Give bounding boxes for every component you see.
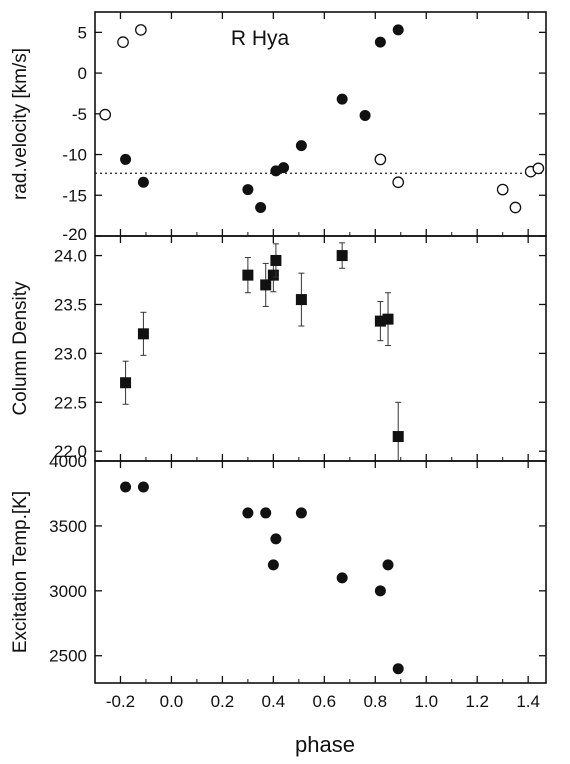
data-point-filled bbox=[295, 507, 307, 519]
excitation-temp-panel: 2500 3000 3500 4000 Excitation Temp.[K] -0.2 0… bbox=[10, 452, 547, 711]
data-point-filled bbox=[392, 663, 404, 675]
data-point-filled bbox=[242, 184, 254, 196]
x-tick-label: 1.2 bbox=[465, 692, 489, 711]
y-tick-label: 0 bbox=[78, 64, 87, 83]
y-tick-label: 4000 bbox=[49, 452, 87, 471]
data-point-filled bbox=[374, 36, 386, 48]
x-axis-label: phase bbox=[295, 732, 355, 757]
data-point-open bbox=[392, 176, 405, 189]
y-tick-label: -5 bbox=[72, 105, 87, 124]
radial-velocity-panel: 5 0 -5 -10 -15 -20 rad.velocity [km/s] R Hya bbox=[10, 11, 547, 244]
data-point-square bbox=[267, 269, 279, 281]
data-point-filled bbox=[278, 162, 290, 174]
data-point-square bbox=[295, 294, 307, 306]
data-point-square bbox=[270, 254, 282, 266]
x-tick-label: 0.4 bbox=[262, 692, 286, 711]
y-tick-label: -15 bbox=[62, 186, 87, 205]
x-tick-label: 1.4 bbox=[516, 692, 540, 711]
y-tick-label: 24.0 bbox=[54, 247, 87, 266]
data-point-filled bbox=[295, 140, 307, 152]
data-point-filled bbox=[270, 533, 282, 545]
plot-frame bbox=[94, 235, 547, 462]
data-point-square bbox=[392, 431, 404, 443]
data-point-filled bbox=[374, 585, 386, 597]
data-point-open bbox=[117, 36, 129, 48]
data-point-square bbox=[374, 315, 386, 327]
y-axis-label: Excitation Temp.[K] bbox=[10, 491, 31, 653]
data-point-square bbox=[382, 313, 394, 325]
data-point-filled bbox=[120, 153, 132, 165]
data-point-open bbox=[374, 153, 387, 166]
data-point-filled bbox=[120, 481, 132, 493]
data-point-filled bbox=[392, 24, 404, 36]
data-point-square bbox=[336, 250, 348, 262]
x-tick-label: 1.0 bbox=[414, 692, 438, 711]
data-point-filled bbox=[267, 559, 279, 571]
y-axis-label: rad.velocity [km/s] bbox=[10, 48, 31, 200]
y-tick-label: 2500 bbox=[49, 647, 87, 666]
data-point-square bbox=[120, 377, 132, 389]
data-point-open bbox=[99, 108, 112, 121]
x-tick-label: 0.0 bbox=[160, 692, 184, 711]
data-point-filled bbox=[382, 559, 394, 571]
data-point-filled bbox=[255, 201, 267, 213]
data-point-square bbox=[260, 279, 272, 291]
data-point-open bbox=[135, 24, 147, 36]
x-tick-label: 0.8 bbox=[363, 692, 387, 711]
y-tick-label: 3500 bbox=[49, 517, 87, 536]
data-point-filled bbox=[260, 507, 272, 519]
data-point-filled bbox=[336, 93, 348, 105]
data-point-open bbox=[532, 162, 545, 175]
x-tick-label: 0.2 bbox=[211, 692, 235, 711]
x-tick-label: 0.6 bbox=[313, 692, 337, 711]
data-point-square bbox=[137, 328, 149, 340]
column-density-panel: 22.0 22.5 23.0 23.5 24.0 Column Density bbox=[10, 235, 547, 462]
data-point-filled bbox=[359, 109, 371, 121]
data-point-filled bbox=[137, 481, 149, 493]
star-name-annotation: R Hya bbox=[231, 27, 290, 50]
y-tick-label: 22.0 bbox=[54, 442, 87, 461]
data-point-open bbox=[509, 201, 522, 214]
y-tick-label: 22.5 bbox=[54, 393, 87, 412]
y-tick-label: 23.0 bbox=[54, 344, 87, 363]
panels: 5 0 -5 -10 -15 -20 rad.velocity [km/s] R Hya 22.… bbox=[10, 11, 547, 711]
x-tick-label: -0.2 bbox=[106, 692, 135, 711]
plot-frame bbox=[94, 11, 547, 237]
y-tick-label: 5 bbox=[78, 23, 87, 42]
data-point-filled bbox=[137, 176, 149, 188]
y-axis-label: Column Density bbox=[10, 281, 31, 416]
data-point-filled bbox=[336, 572, 348, 584]
y-tick-label: 23.5 bbox=[54, 295, 87, 314]
plot-frame bbox=[94, 460, 547, 684]
data-point-square bbox=[242, 269, 254, 281]
y-tick-label: -20 bbox=[62, 225, 87, 244]
y-tick-label: -10 bbox=[62, 146, 87, 165]
data-point-open bbox=[496, 183, 509, 196]
y-tick-label: 3000 bbox=[49, 582, 87, 601]
data-point-filled bbox=[242, 507, 254, 519]
